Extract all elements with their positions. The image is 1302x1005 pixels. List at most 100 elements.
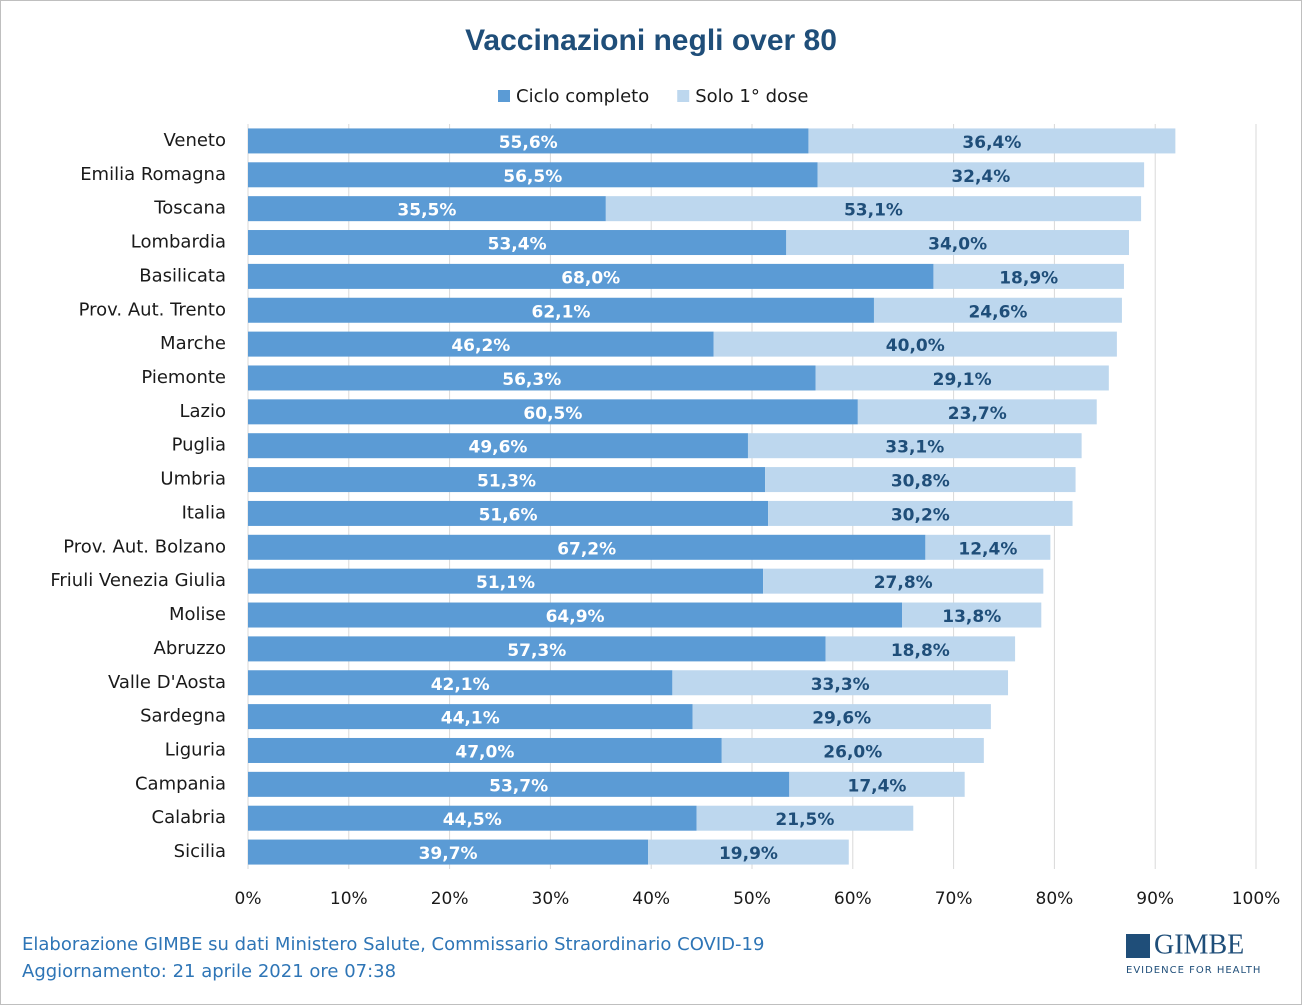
legend-swatch — [677, 90, 690, 102]
x-tick-label: 100% — [1232, 889, 1281, 909]
x-tick-label: 0% — [235, 889, 262, 909]
y-tick-label: Umbria — [160, 469, 226, 490]
y-tick-label: Lombardia — [131, 232, 226, 253]
data-label: 51,1% — [476, 573, 535, 593]
data-label: 56,5% — [503, 167, 562, 187]
bar — [248, 263, 934, 289]
bar — [873, 297, 1122, 323]
data-label: 33,1% — [885, 438, 944, 458]
bar — [248, 805, 697, 831]
data-label: 29,6% — [812, 709, 871, 729]
note: Aggiornamento: 21 aprile 2021 ore 07:38 — [22, 961, 396, 982]
logo-tagline: EVIDENCE FOR HEALTH — [1126, 965, 1261, 976]
bar — [789, 771, 965, 797]
data-label: 53,4% — [488, 235, 547, 255]
bar — [692, 704, 991, 730]
y-tick-label: Abruzzo — [154, 638, 226, 659]
y-tick-label: Prov. Aut. Trento — [79, 299, 226, 320]
bar — [696, 805, 914, 831]
x-tick-label: 90% — [1136, 889, 1174, 909]
y-tick-label: Emilia Romagna — [80, 164, 226, 185]
y-tick-label: Basilicata — [139, 265, 226, 286]
legend-label: Solo 1° dose — [695, 86, 808, 107]
data-label: 19,9% — [719, 844, 778, 864]
bar — [713, 331, 1117, 357]
bar — [248, 467, 766, 493]
legend-swatch — [498, 90, 510, 102]
y-tick-label: Lazio — [179, 401, 226, 422]
bar — [248, 331, 714, 357]
data-label: 67,2% — [557, 539, 616, 559]
bar — [248, 534, 926, 560]
bar — [248, 230, 787, 256]
data-label: 44,1% — [441, 709, 500, 729]
y-tick-label: Italia — [182, 502, 226, 523]
x-tick-label: 80% — [1036, 889, 1074, 909]
data-label: 40,0% — [886, 336, 945, 356]
y-tick-label: Campania — [135, 773, 226, 794]
bar — [648, 839, 849, 865]
bar — [248, 568, 764, 594]
data-label: 62,1% — [531, 302, 590, 322]
data-label: 24,6% — [968, 302, 1027, 322]
data-label: 47,0% — [455, 742, 514, 762]
data-label: 12,4% — [958, 539, 1017, 559]
bar — [808, 128, 1176, 154]
y-tick-label: Piemonte — [141, 367, 226, 388]
logo-icon — [1126, 934, 1150, 958]
data-label: 18,9% — [999, 268, 1058, 288]
y-tick-label: Marche — [160, 333, 226, 354]
data-label: 51,3% — [477, 472, 536, 492]
y-tick-label: Puglia — [172, 435, 226, 456]
bar — [786, 230, 1129, 256]
data-label: 27,8% — [874, 573, 933, 593]
bar — [248, 162, 818, 188]
data-label: 26,0% — [823, 742, 882, 762]
bar — [933, 263, 1124, 289]
data-label: 46,2% — [451, 336, 510, 356]
bar — [248, 839, 649, 865]
bar — [925, 534, 1051, 560]
bar — [248, 128, 809, 154]
chart-title: Vaccinazioni negli over 80 — [465, 24, 837, 57]
bar — [248, 704, 693, 730]
y-tick-label: Friuli Venezia Giulia — [50, 570, 226, 591]
x-tick-label: 40% — [632, 889, 670, 909]
bar — [825, 636, 1016, 662]
bar — [763, 568, 1044, 594]
x-tick-label: 20% — [431, 889, 469, 909]
x-tick-label: 10% — [330, 889, 368, 909]
x-tick-label: 30% — [532, 889, 570, 909]
x-tick-label: 60% — [834, 889, 872, 909]
bar — [248, 670, 673, 696]
bar — [248, 500, 769, 526]
bar — [902, 602, 1042, 628]
data-label: 30,2% — [891, 505, 950, 525]
y-tick-label: Liguria — [165, 739, 226, 760]
data-label: 18,8% — [891, 641, 950, 661]
note: Elaborazione GIMBE su dati Ministero Sal… — [22, 934, 764, 955]
data-label: 55,6% — [499, 133, 558, 153]
bar — [815, 365, 1109, 391]
data-label: 21,5% — [775, 810, 834, 830]
data-label: 35,5% — [397, 201, 456, 221]
bar — [248, 399, 858, 425]
data-label: 57,3% — [507, 641, 566, 661]
data-label: 29,1% — [933, 370, 992, 390]
legend-label: Ciclo completo — [516, 86, 649, 107]
y-tick-label: Molise — [169, 604, 226, 625]
bar — [248, 365, 816, 391]
bar — [248, 196, 606, 222]
y-tick-label: Sicilia — [174, 841, 226, 862]
bar — [747, 433, 1082, 459]
data-label: 23,7% — [948, 404, 1007, 424]
data-label: 64,9% — [546, 607, 605, 627]
y-tick-label: Sardegna — [140, 706, 226, 727]
data-label: 49,6% — [468, 438, 527, 458]
y-tick-label: Calabria — [152, 807, 227, 828]
y-tick-label: Prov. Aut. Bolzano — [63, 536, 226, 557]
bar — [248, 737, 722, 763]
data-label: 39,7% — [419, 844, 478, 864]
data-label: 60,5% — [523, 404, 582, 424]
